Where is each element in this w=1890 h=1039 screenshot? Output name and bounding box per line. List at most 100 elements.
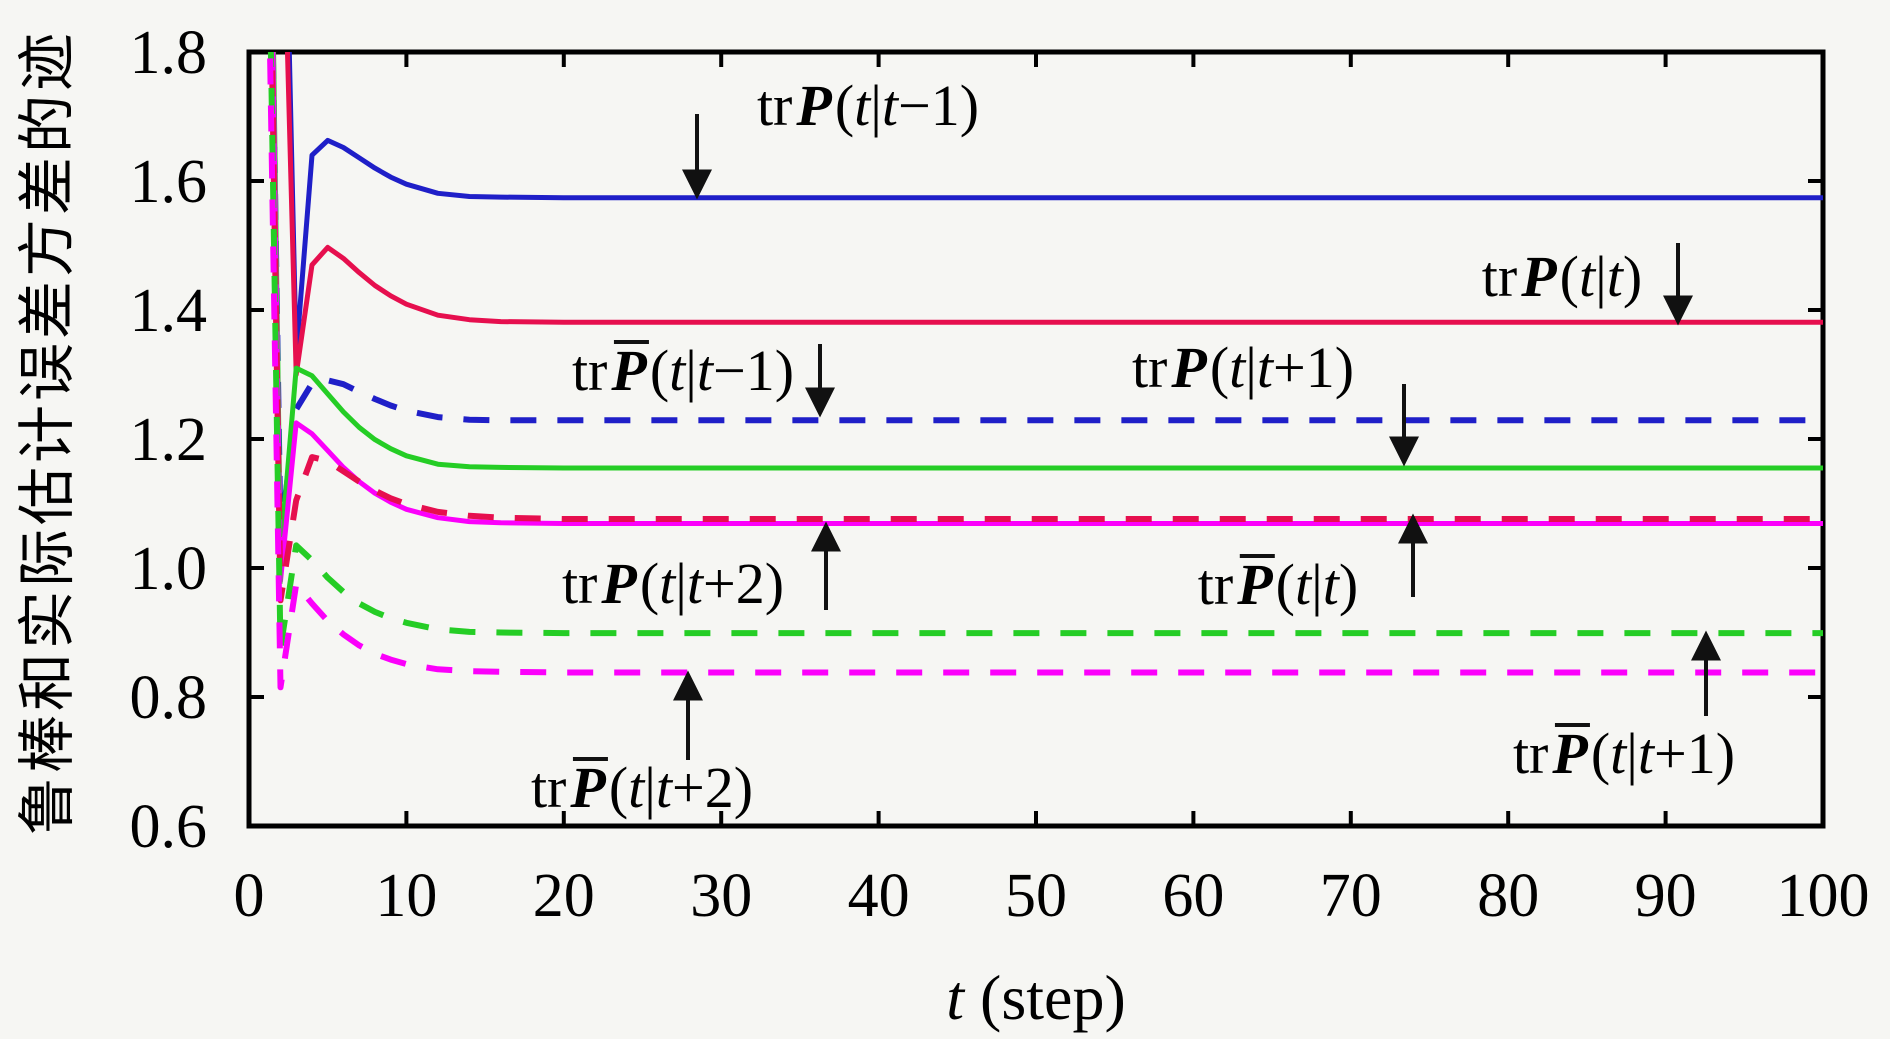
annotation-trP_t_tp1: trP(t|t+1): [1132, 339, 1354, 397]
series-trP_sm2: [270, 52, 1823, 584]
annotation-arg-char: |: [1311, 552, 1323, 617]
annotation-arg-char: ): [1338, 552, 1359, 617]
x-axis-label-variable: t: [946, 962, 965, 1033]
x-tick-label: 40: [848, 862, 910, 930]
annotation-arg-char: t: [854, 73, 871, 138]
annotation-trP_t_tm1: trP(t|t−1): [757, 77, 979, 135]
annotation-arg-char: 1: [745, 338, 775, 403]
series-trPbar_filt: [268, 52, 1823, 604]
annotation-trP_t_tp2: trP(t|t+2): [562, 555, 784, 613]
y-tick-label: 0.6: [130, 793, 208, 861]
annotation-arg-char: +: [703, 551, 736, 616]
annotation-symbol-P: P: [1171, 335, 1207, 400]
annotation-arg-char: t: [1610, 721, 1627, 786]
annotation-prefix: tr: [1197, 552, 1234, 617]
annotation-arg-char: |: [644, 755, 656, 820]
annotation-arg-char: t: [1295, 552, 1312, 617]
x-tick-label: 10: [375, 862, 437, 930]
y-axis-label: 鲁棒和实际估计误差方差的迹: [15, 28, 80, 836]
annotation-arg-char: |: [1595, 244, 1607, 309]
x-tick-label: 50: [1005, 862, 1067, 930]
annotation-arg-char: (: [1559, 244, 1579, 309]
x-tick-label: 60: [1162, 862, 1224, 930]
annotation-prefix: tr: [756, 73, 793, 138]
annotation-arg-char: t: [1579, 244, 1596, 309]
annotation-arg-char: +: [1273, 335, 1306, 400]
annotation-trPbar_t_tm1: trP(t|t−1): [572, 342, 794, 400]
annotation-arg-char: ): [1334, 335, 1355, 400]
annotation-arg-char: t: [1606, 244, 1623, 309]
annotation-trPbar_t_tp2: trP(t|t+2): [531, 759, 753, 817]
annotation-arg-char: +: [1654, 721, 1687, 786]
x-tick-label: 20: [533, 862, 595, 930]
annotation-arg-char: ): [1622, 244, 1643, 309]
annotation-arg-char: t: [628, 755, 645, 820]
annotation-arg-char: 1: [1305, 335, 1335, 400]
annotation-arg-char: t: [669, 338, 686, 403]
annotation-arg-char: 1: [930, 73, 960, 138]
annotation-arg-char: ): [733, 755, 754, 820]
annotation-arg-char: (: [1275, 552, 1295, 617]
y-tick-label: 1.2: [130, 406, 208, 474]
annotation-symbol-P: P: [1521, 244, 1557, 309]
annotation-arg-char: −: [898, 73, 931, 138]
annotation-arg-char: 1: [1686, 721, 1716, 786]
annotation-arg-char: |: [870, 73, 882, 138]
series-trP_pred: [286, 52, 1823, 358]
annotation-prefix: tr: [530, 755, 567, 820]
annotation-arg-char: |: [1245, 335, 1257, 400]
axes-box: [246, 49, 1826, 829]
annotation-arg-char: t: [881, 73, 899, 138]
annotation-arg-char: −: [713, 338, 746, 403]
annotation-symbol-P-bar: P: [607, 338, 649, 403]
x-tick-label: 100: [1777, 862, 1870, 930]
annotation-arg-char: ): [774, 338, 795, 403]
annotation-arg-char: t: [696, 338, 714, 403]
x-tick-label: 80: [1477, 862, 1539, 930]
annotation-arg-char: (: [639, 551, 660, 616]
annotation-arg-char: t: [1322, 552, 1339, 617]
annotation-arg-char: ): [1715, 721, 1736, 786]
annotation-arg-char: ): [959, 73, 980, 138]
annotation-symbol-P-bar: P: [566, 755, 608, 820]
annotation-arg-char: (: [1209, 335, 1230, 400]
annotation-prefix: tr: [1481, 244, 1518, 309]
x-axis-label: t (step): [946, 961, 1126, 1035]
y-tick-label: 1.8: [130, 19, 208, 87]
annotation-arg-char: |: [685, 338, 697, 403]
annotation-arg-char: t: [659, 551, 676, 616]
annotation-arg-char: ): [764, 551, 785, 616]
y-tick-label: 1.6: [130, 148, 208, 216]
annotation-arg-char: (: [834, 73, 855, 138]
x-tick-label: 30: [690, 862, 752, 930]
y-tick-label: 1.0: [130, 535, 208, 603]
annotation-arg-char: (: [608, 755, 629, 820]
annotation-prefix: tr: [1512, 721, 1549, 786]
annotation-symbol-P-bar: P: [1548, 721, 1590, 786]
annotation-arg-char: 2: [704, 755, 734, 820]
series-trP_filt: [284, 52, 1823, 377]
x-tick-label: 0: [234, 862, 265, 930]
annotation-trPbar_t_tp1: trP(t|t+1): [1513, 725, 1735, 783]
annotation-arg-char: t: [1229, 335, 1246, 400]
annotation-arg-char: |: [1626, 721, 1638, 786]
annotation-arg-char: t: [655, 755, 673, 820]
annotation-symbol-P: P: [796, 73, 832, 138]
series-trP_sm1: [271, 52, 1823, 558]
annotation-arg-char: 2: [735, 551, 765, 616]
x-axis-label-unit: (step): [964, 962, 1126, 1033]
annotation-arg-char: t: [1637, 721, 1655, 786]
annotation-trP_t_t: trP(t|t): [1482, 248, 1642, 306]
annotation-prefix: tr: [561, 551, 598, 616]
annotation-arg-char: (: [1590, 721, 1611, 786]
annotation-prefix: tr: [1131, 335, 1168, 400]
annotation-arg-char: +: [672, 755, 705, 820]
x-tick-label: 70: [1320, 862, 1382, 930]
annotation-arg-char: (: [649, 338, 670, 403]
x-tick-label: 90: [1635, 862, 1697, 930]
series-trPbar_sm1: [267, 52, 1823, 652]
annotation-arg-char: t: [1256, 335, 1274, 400]
annotation-symbol-P-bar: P: [1233, 552, 1275, 617]
